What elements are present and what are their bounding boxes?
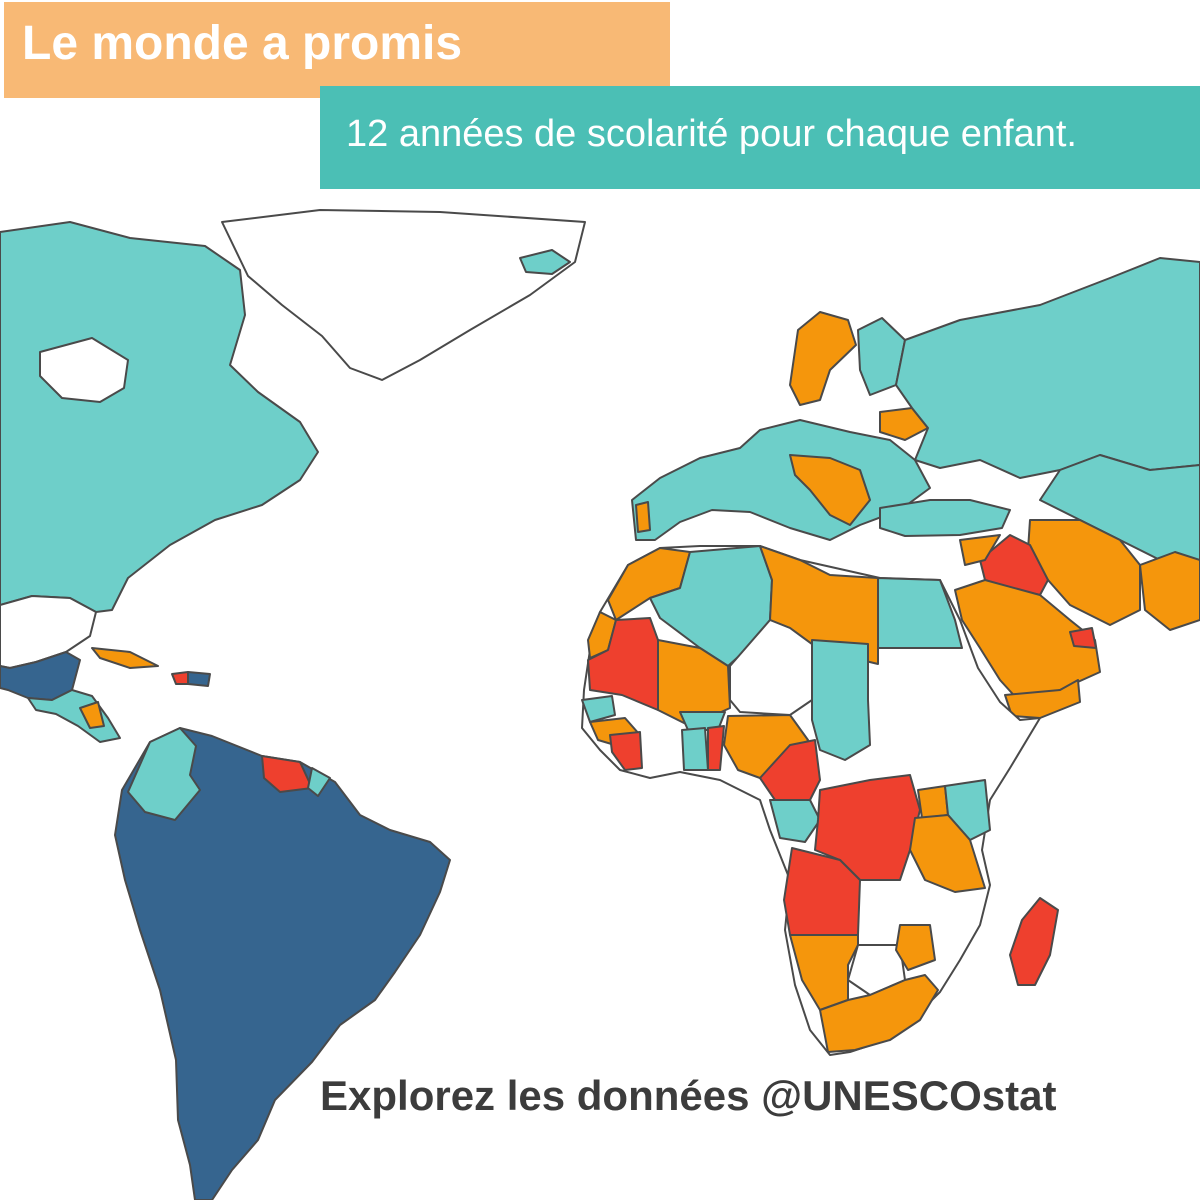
subtitle-banner <box>320 86 1200 189</box>
region-gabon-congo <box>769 799 821 843</box>
region-zimbabwe <box>895 924 936 971</box>
region-south-africa <box>819 974 939 1053</box>
region-dominican-republic <box>187 671 211 687</box>
region-belarus <box>879 407 929 441</box>
region-afghanistan <box>1139 551 1200 631</box>
region-namibia <box>789 934 859 1011</box>
region-guyana-suriname <box>261 755 313 793</box>
region-egypt <box>877 577 963 649</box>
map-regions <box>0 209 1200 1200</box>
region-mali <box>657 639 731 727</box>
region-uae <box>1069 627 1097 649</box>
region-togo <box>707 725 725 771</box>
region-cuba <box>91 647 159 669</box>
region-balkans <box>789 454 871 526</box>
region-turkey <box>879 499 1011 537</box>
page-title: Le monde a promis <box>22 17 463 70</box>
region-greenland <box>221 209 586 381</box>
region-haiti <box>171 671 189 685</box>
region-hudson-bay <box>39 337 129 403</box>
region-nicaragua <box>79 701 105 729</box>
region-drc <box>814 774 921 881</box>
region-colombia <box>127 727 201 821</box>
region-madagascar <box>1009 897 1059 986</box>
title-banner <box>4 2 670 98</box>
region-iceland <box>519 249 571 275</box>
page-subtitle: 12 années de scolarité pour chaque enfan… <box>346 113 1077 155</box>
region-russia <box>895 257 1200 479</box>
region-tanzania <box>909 814 986 893</box>
region-chad <box>811 639 871 761</box>
explore-data-link[interactable]: Explorez les données @UNESCOstat <box>320 1072 1057 1119</box>
region-senegal <box>581 695 616 723</box>
region-portugal <box>635 501 651 533</box>
region-liberia <box>609 731 643 771</box>
region-scandinavia <box>789 311 857 406</box>
region-syria <box>959 534 1001 566</box>
region-uganda <box>917 785 949 819</box>
region-french-guiana <box>307 767 331 797</box>
region-arabia <box>954 579 1101 703</box>
region-ghana <box>681 727 709 771</box>
region-kenya <box>944 779 991 841</box>
